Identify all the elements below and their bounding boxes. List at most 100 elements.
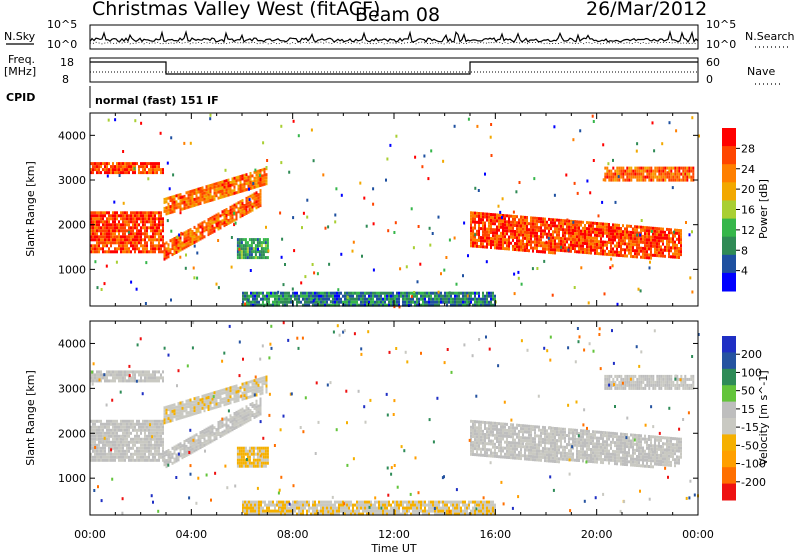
echo-cell <box>94 373 96 377</box>
echo-cell <box>154 226 156 230</box>
echo-cell <box>322 291 324 295</box>
echo-cell <box>650 244 652 248</box>
echo-cell <box>492 291 494 295</box>
echo-cell <box>420 291 422 295</box>
echo-cell <box>209 228 212 232</box>
echo-cell <box>378 503 380 507</box>
echo-cell <box>167 252 170 256</box>
scatter-cell <box>127 230 130 234</box>
echo-cell <box>132 370 134 374</box>
echo-cell <box>195 194 198 198</box>
echo-cell <box>191 447 194 451</box>
echo-cell <box>580 232 582 236</box>
scatter-cell <box>589 191 592 195</box>
echo-cell <box>664 166 667 170</box>
echo-cell <box>500 219 502 223</box>
echo-cell <box>668 172 671 176</box>
echo-cell <box>418 300 420 304</box>
echo-cell <box>334 300 336 304</box>
echo-cell <box>120 455 122 459</box>
echo-cell <box>94 232 96 236</box>
echo-cell <box>165 253 168 257</box>
echo-cell <box>248 300 250 304</box>
echo-cell <box>678 166 681 170</box>
echo-cell <box>154 434 156 438</box>
echo-cell <box>94 422 96 426</box>
echo-cell <box>114 373 116 377</box>
echo-cell <box>576 235 578 239</box>
echo-cell <box>246 452 249 456</box>
echo-cell <box>636 249 638 253</box>
echo-cell <box>662 251 664 255</box>
echo-cell <box>98 214 100 218</box>
echo-cell <box>246 303 248 307</box>
echo-cell <box>584 227 586 230</box>
echo-cell <box>354 300 356 304</box>
echo-cell <box>221 424 224 428</box>
echo-cell <box>584 224 586 227</box>
echo-cell <box>165 420 168 424</box>
echo-cell <box>318 303 320 307</box>
echo-cell <box>100 238 102 242</box>
scatter-cell <box>183 141 186 145</box>
echo-cell <box>189 228 192 232</box>
echo-cell <box>148 250 150 254</box>
echo-cell <box>132 437 134 441</box>
echo-cell <box>142 220 144 224</box>
echo-cell <box>616 172 619 176</box>
echo-cell <box>251 205 254 209</box>
echo-cell <box>152 217 154 221</box>
echo-cell <box>96 425 98 429</box>
echo-cell <box>430 294 432 298</box>
echo-cell <box>570 246 572 250</box>
echo-cell <box>187 190 190 194</box>
echo-cell <box>274 297 276 301</box>
echo-cell <box>251 405 254 408</box>
echo-cell <box>594 251 596 255</box>
echo-cell <box>136 437 138 441</box>
echo-cell <box>532 234 534 238</box>
echo-cell <box>252 291 254 295</box>
echo-cell <box>195 402 198 406</box>
echo-cell <box>177 249 180 253</box>
echo-cell <box>624 254 626 258</box>
echo-cell <box>96 165 98 169</box>
echo-cell <box>382 291 384 295</box>
echo-cell <box>152 211 154 215</box>
echo-cell <box>362 297 364 301</box>
echo-cell <box>146 437 148 441</box>
echo-cell <box>324 291 326 295</box>
echo-cell <box>120 229 122 233</box>
scatter-cell <box>572 138 575 142</box>
echo-cell <box>249 175 252 178</box>
echo-cell <box>177 455 180 459</box>
echo-cell <box>162 217 164 221</box>
echo-cell <box>634 240 636 244</box>
echo-cell <box>646 169 649 173</box>
echo-cell <box>572 241 574 244</box>
echo-cell <box>102 220 104 224</box>
echo-cell <box>205 439 208 443</box>
echo-cell <box>134 235 136 239</box>
echo-cell <box>336 509 338 513</box>
echo-cell <box>241 419 244 423</box>
echo-cell <box>120 238 122 242</box>
echo-cell <box>616 169 619 173</box>
station-title: Christmas Valley West (fitACF) <box>92 0 380 20</box>
echo-cell <box>130 455 132 459</box>
echo-cell <box>128 223 130 227</box>
scatter-cell <box>410 207 413 211</box>
echo-cell <box>362 503 364 507</box>
echo-cell <box>152 238 154 242</box>
echo-cell <box>118 379 120 383</box>
echo-cell <box>146 428 148 432</box>
echo-band-0 <box>90 211 164 254</box>
echo-cell <box>114 241 116 245</box>
echo-cell <box>622 178 625 182</box>
echo-cell <box>486 215 488 219</box>
echo-cell <box>239 420 242 424</box>
echo-cell <box>126 449 128 453</box>
echo-cell <box>231 219 234 223</box>
echo-cell <box>183 415 186 419</box>
echo-cell <box>124 437 126 441</box>
